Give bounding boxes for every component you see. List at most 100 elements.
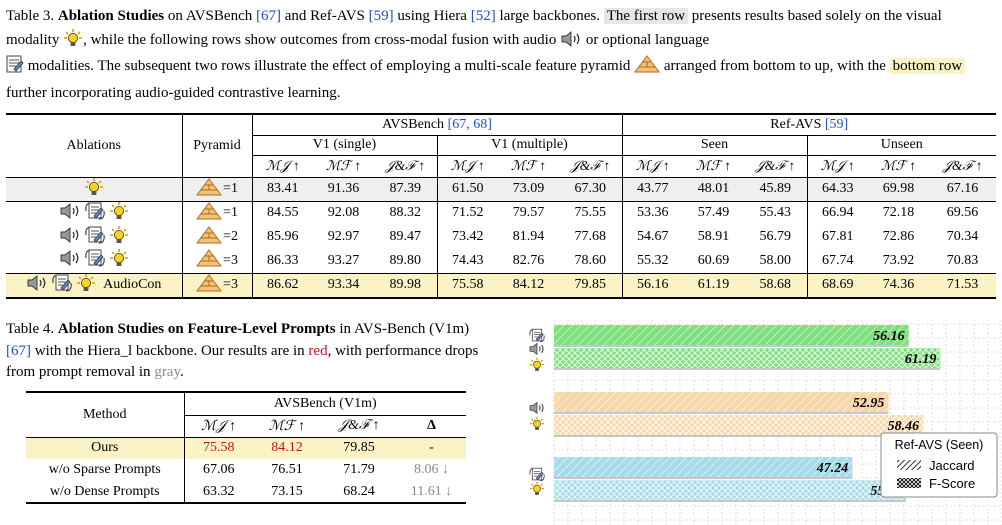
fscore-bar-hatch — [554, 480, 906, 500]
caption-text: large backbones. — [495, 8, 604, 24]
metric-value: 67.30 — [559, 177, 623, 201]
metric-delta: Δ — [427, 418, 436, 433]
metric-value: 86.62 — [267, 277, 299, 292]
subgroup-v1-single: V1 (single) — [252, 135, 438, 156]
metric-mj: ℳ𝒥 ↑ — [265, 158, 300, 173]
metric-value: 61.19 — [697, 277, 730, 292]
visual-icon — [109, 201, 129, 225]
metric-jf: 𝒥&ℱ ↑ — [744, 155, 808, 177]
fscore-bar-hatch — [554, 415, 924, 435]
visual-icon — [63, 28, 83, 56]
subgroup-unseen: Unseen — [807, 135, 996, 156]
pyramid-icon — [196, 273, 223, 297]
cite-link[interactable]: [67, 68] — [447, 116, 492, 132]
metric-value: 55.32 — [637, 252, 669, 268]
language-icon — [84, 225, 106, 250]
metric-value: 63.32 — [203, 483, 235, 499]
metric-value: 75.58 — [203, 440, 235, 456]
metric-value: 74.43 — [452, 252, 484, 268]
chart-legend: Ref-AVS (Seen) Jaccard F-Score — [880, 432, 998, 498]
visual-icon — [84, 177, 104, 201]
metric-value: 72.18 — [882, 205, 915, 221]
metric-value: 73.09 — [512, 181, 545, 196]
cite-link[interactable]: [59] — [368, 8, 394, 24]
visual-icon — [529, 416, 545, 430]
language-icon — [528, 467, 545, 482]
metric-value: 64.33 — [822, 181, 854, 196]
cite-link[interactable]: [59] — [824, 116, 849, 132]
metric-value: 45.89 — [744, 177, 808, 201]
metric-value: 93.27 — [327, 252, 360, 268]
table3-bold-title: Ablation Studies — [57, 8, 165, 24]
ablation-table: Ablations Pyramid AVSBench [67, 68] Ref-… — [6, 113, 996, 299]
metric-value: 69.98 — [882, 181, 915, 196]
metric-value: 79.85 — [343, 440, 375, 456]
metric-value: 75.55 — [559, 201, 623, 225]
metric-value: 91.36 — [327, 181, 360, 196]
metric-value: 70.83 — [946, 252, 979, 268]
jaccard-bar-hatch — [554, 392, 889, 412]
pyramid-cell: =3 — [182, 249, 253, 273]
metric-value: 79.57 — [512, 205, 545, 221]
table-row: w/o Sparse Prompts 67.06 76.51 71.79 8.06 ↓ — [26, 459, 466, 481]
group-avsbench: AVSBench [67, 68] — [252, 114, 623, 136]
metric-value: 48.01 — [697, 181, 730, 196]
metric-value: 79.85 — [559, 273, 623, 298]
cite-link[interactable]: [67] — [255, 8, 281, 24]
metric-value: 68.69 — [822, 277, 854, 292]
metric-value: 67.06 — [203, 462, 235, 477]
metric-mf: ℳℱ ↑ — [695, 158, 732, 173]
metric-value: 82.76 — [512, 252, 545, 268]
cite-link[interactable]: [52] — [470, 8, 496, 24]
visual-icon — [109, 249, 129, 272]
metric-jf: 𝒥&ℱ ↑ — [338, 418, 380, 433]
group-refavs: Ref-AVS [59] — [622, 114, 996, 136]
metric-mf: ℳℱ ↑ — [510, 158, 547, 173]
metric-value: 87.39 — [374, 177, 438, 201]
pyramid-cell: =2 — [182, 225, 253, 249]
table-row: =1 83.41 91.36 87.39 61.50 73.09 67.30 43.77 48.… — [6, 177, 996, 201]
red-word: red — [308, 342, 328, 359]
caption-text: further incorporating audio-guided contr… — [6, 84, 341, 101]
pyramid-cell: =3 — [182, 273, 253, 298]
legend-label: Jaccard — [929, 458, 975, 473]
audio-icon — [528, 342, 545, 355]
delta-value: 11.61 ↓ — [410, 483, 453, 499]
pyramid-cell: =1 — [182, 177, 253, 201]
method-cell: w/o Sparse Prompts — [26, 459, 185, 481]
caption-text: on AVSBench — [164, 8, 256, 24]
audio-icon — [560, 30, 582, 56]
table4-label: Table 4. — [6, 321, 55, 337]
cite-link[interactable]: [67] — [6, 342, 31, 359]
table-row: Ours 75.58 84.12 79.85 - — [26, 437, 466, 459]
metric-value: 61.50 — [452, 181, 484, 196]
caption-text: with the Hiera_l backbone. Our results a… — [31, 342, 309, 359]
audio-icon — [528, 401, 545, 415]
metric-value: 78.60 — [559, 249, 623, 273]
pyramid-cell: =1 — [182, 201, 253, 225]
metric-value: 58.91 — [697, 229, 730, 244]
metric-jf: 𝒥&ℱ ↑ — [942, 158, 983, 173]
fscore-bar-hatch — [554, 348, 941, 368]
metric-value: 83.41 — [267, 181, 299, 196]
metric-mj: ℳ𝒥 ↑ — [820, 158, 855, 173]
table-row: w/o Dense Prompts 63.32 73.15 68.24 11.61 ↓ — [26, 481, 466, 503]
metric-value: 58.00 — [744, 249, 808, 273]
caption-text: arranged from bottom to up, with the — [660, 58, 890, 74]
metric-value: 86.33 — [267, 252, 299, 268]
metric-value: 92.97 — [327, 229, 360, 244]
col-ablations: Ablations — [6, 114, 183, 177]
metric-mf: ℳℱ ↑ — [325, 158, 362, 173]
metric-value: 93.34 — [327, 277, 360, 292]
pyramid-icon — [196, 249, 223, 272]
visual-icon — [529, 357, 545, 371]
metric-value: 84.12 — [512, 277, 545, 292]
table3-label: Table 3. — [6, 8, 55, 24]
table-row: =3 86.33 93.27 89.80 74.43 82.76 78.60 55.32 60.… — [6, 249, 996, 273]
jaccard-bar-hatch — [554, 325, 909, 345]
metric-value: 71.53 — [946, 277, 979, 292]
metric-value: 89.98 — [374, 273, 438, 298]
metric-value: 53.36 — [637, 205, 669, 221]
col-pyramid: Pyramid — [182, 114, 253, 177]
